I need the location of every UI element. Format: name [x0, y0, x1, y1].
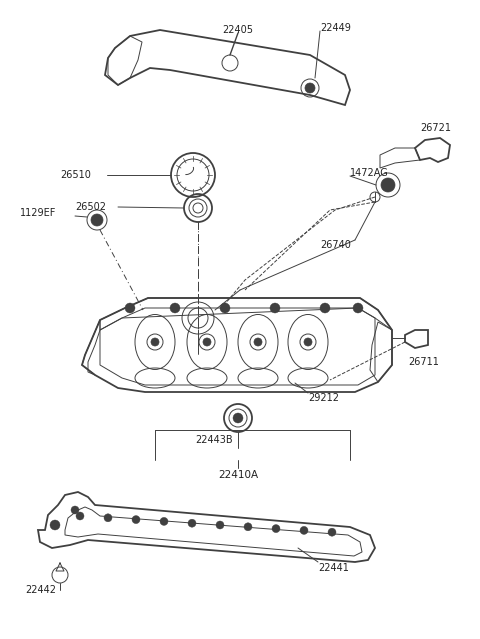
Circle shape: [203, 338, 211, 346]
Text: 26721: 26721: [420, 123, 451, 133]
Circle shape: [304, 338, 312, 346]
Circle shape: [91, 214, 103, 226]
Circle shape: [76, 512, 84, 520]
Circle shape: [233, 413, 243, 423]
Circle shape: [254, 338, 262, 346]
Circle shape: [125, 303, 135, 313]
Circle shape: [71, 506, 79, 514]
Text: 22443B: 22443B: [195, 435, 233, 445]
Circle shape: [220, 303, 230, 313]
Circle shape: [305, 83, 315, 93]
Circle shape: [50, 520, 60, 530]
Text: 29212: 29212: [308, 393, 339, 403]
Circle shape: [381, 178, 395, 192]
Text: 1472AG: 1472AG: [350, 168, 389, 178]
Text: 22442: 22442: [25, 585, 56, 595]
Circle shape: [328, 528, 336, 536]
Text: 26711: 26711: [408, 357, 439, 367]
Text: 1129EF: 1129EF: [20, 208, 56, 218]
Text: 26510: 26510: [60, 170, 91, 180]
Circle shape: [270, 303, 280, 313]
Text: 22405: 22405: [223, 25, 253, 35]
Text: 22410A: 22410A: [218, 470, 258, 480]
Text: 22441: 22441: [318, 563, 349, 573]
Circle shape: [170, 303, 180, 313]
Circle shape: [300, 527, 308, 534]
Circle shape: [104, 514, 112, 522]
Text: 26740: 26740: [320, 240, 351, 250]
Circle shape: [272, 525, 280, 532]
Circle shape: [216, 521, 224, 529]
Text: 22449: 22449: [320, 23, 351, 33]
Text: 26502: 26502: [75, 202, 106, 212]
Circle shape: [188, 520, 196, 527]
Circle shape: [132, 516, 140, 523]
Circle shape: [160, 518, 168, 525]
Circle shape: [151, 338, 159, 346]
Circle shape: [353, 303, 363, 313]
Circle shape: [320, 303, 330, 313]
Circle shape: [244, 523, 252, 531]
